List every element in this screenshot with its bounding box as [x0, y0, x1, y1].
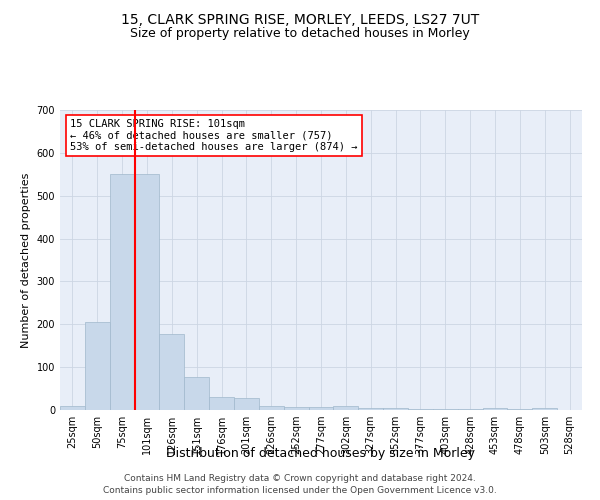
Bar — [184, 376, 209, 410]
Text: Contains HM Land Registry data © Crown copyright and database right 2024.
Contai: Contains HM Land Registry data © Crown c… — [103, 474, 497, 495]
Text: 15 CLARK SPRING RISE: 101sqm
← 46% of detached houses are smaller (757)
53% of s: 15 CLARK SPRING RISE: 101sqm ← 46% of de… — [70, 119, 358, 152]
Bar — [234, 398, 259, 410]
Bar — [383, 408, 408, 410]
Bar — [160, 334, 184, 410]
Bar — [134, 174, 160, 410]
Bar — [110, 174, 134, 410]
Bar — [433, 408, 458, 410]
Bar — [408, 408, 433, 410]
Bar — [482, 408, 508, 410]
Text: 15, CLARK SPRING RISE, MORLEY, LEEDS, LS27 7UT: 15, CLARK SPRING RISE, MORLEY, LEEDS, LS… — [121, 12, 479, 26]
Bar — [508, 409, 532, 410]
Text: Size of property relative to detached houses in Morley: Size of property relative to detached ho… — [130, 28, 470, 40]
Bar — [532, 408, 557, 410]
Bar — [209, 397, 234, 410]
Bar — [284, 406, 308, 410]
Bar — [358, 408, 383, 410]
Bar — [334, 406, 358, 410]
Bar — [458, 409, 482, 410]
Text: Distribution of detached houses by size in Morley: Distribution of detached houses by size … — [167, 448, 476, 460]
Y-axis label: Number of detached properties: Number of detached properties — [21, 172, 31, 348]
Bar — [308, 406, 334, 410]
Bar — [60, 406, 85, 410]
Bar — [259, 406, 284, 410]
Bar — [85, 322, 110, 410]
